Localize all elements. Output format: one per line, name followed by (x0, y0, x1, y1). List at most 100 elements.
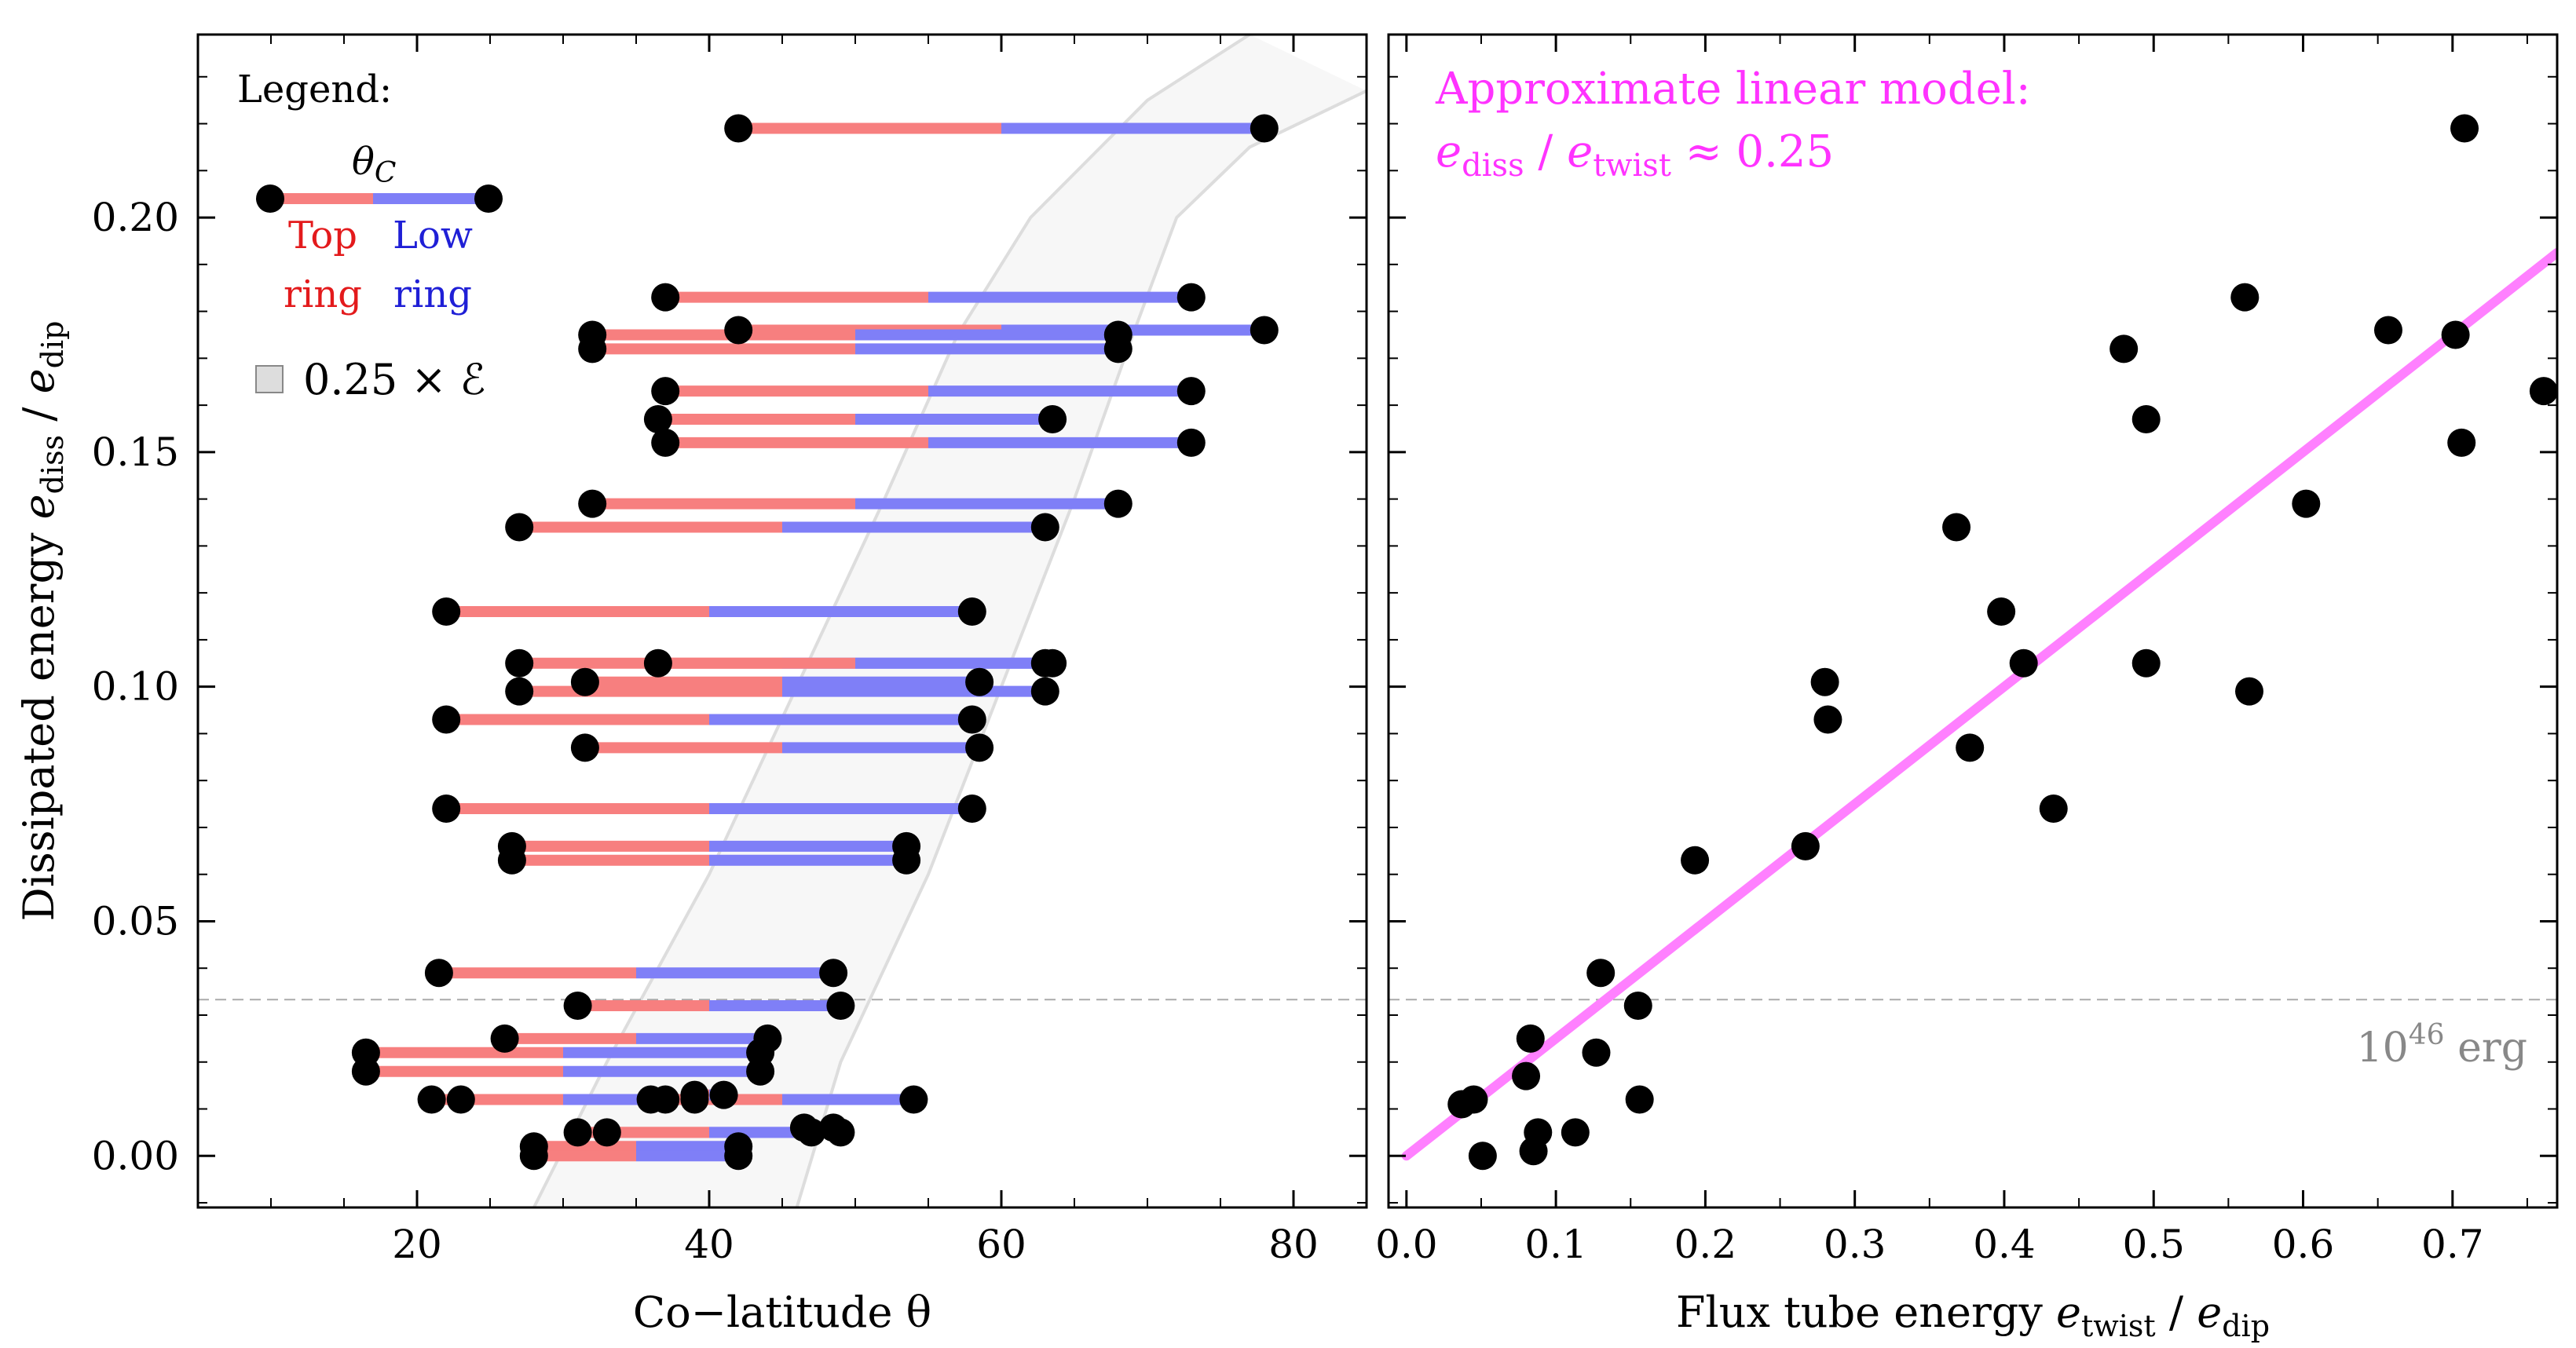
range-start-dot-13 (570, 667, 599, 696)
range-start-dot-33 (519, 1142, 548, 1171)
range-end-dot-12 (1038, 648, 1067, 678)
linear-fit (1401, 247, 2557, 1161)
range-end-dot-13 (965, 667, 994, 696)
range-end-dot-16 (965, 733, 994, 762)
legend-band-label: 0.25 × ℰ (303, 355, 486, 404)
scatter-point-10 (1623, 992, 1652, 1021)
range-end-dot-9 (1030, 513, 1059, 542)
range-start-dot-10 (432, 597, 461, 627)
fit-line (1401, 247, 2557, 1161)
range-end-dot-15 (957, 705, 986, 734)
scatter-point-17 (1956, 733, 1985, 762)
right-x-tick-label-4: 0.4 (1973, 1222, 2036, 1267)
range-start-dot-31 (592, 1118, 621, 1147)
scatter-point-1 (1459, 1085, 1488, 1114)
left-y-axis-title: Dissipated energy ediss / edip (14, 321, 70, 922)
range-start-dot-26 (446, 1085, 475, 1114)
right-x-tick-label-6: 0.6 (2272, 1222, 2335, 1267)
range-end-dot-30 (826, 1118, 855, 1147)
range-start-dot-5 (651, 377, 680, 406)
scatter-point-18 (1987, 597, 2016, 627)
range-end-dot-4 (1103, 334, 1132, 363)
range-start-dot-0 (724, 114, 753, 143)
left-y-tick-label-3: 0.15 (92, 429, 179, 475)
range-end-dot-27 (899, 1085, 928, 1114)
legend-top-ring-label-1: Top (288, 214, 357, 258)
scatter-point-13 (1791, 831, 1820, 860)
range-start-dot-4 (578, 334, 607, 363)
right-axis-ticks: 0.0 0.1 0.2 0.3 0.4 0.5 0.6 0.7 (1375, 35, 2557, 1267)
range-start-dot-25 (417, 1085, 446, 1114)
legend-end-dot (474, 184, 503, 213)
right-panel: 0.0 0.1 0.2 0.3 0.4 0.5 0.6 0.7 Flux tube energ… (1375, 33, 2559, 1343)
scatter-point-9 (1586, 959, 1615, 988)
scatter-point-3 (1512, 1061, 1541, 1090)
scatter-point-25 (2235, 677, 2264, 706)
scatter-point-6 (1524, 1118, 1553, 1147)
range-start-dot-16 (570, 733, 599, 762)
range-start-dot-6 (643, 405, 672, 434)
fraction-band (532, 35, 1367, 1207)
range-end-dot-17 (957, 795, 986, 824)
left-y-tick-label-4: 0.20 (92, 195, 179, 240)
range-end-dot-7 (1176, 428, 1206, 457)
left-panel: 20 40 60 80 0.00 0.05 0.10 0.15 0.20 Dissipated … (14, 33, 1368, 1337)
range-end-dot-6 (1038, 405, 1067, 434)
left-x-tick-label-2: 60 (976, 1222, 1026, 1267)
right-x-tick-label-7: 0.7 (2421, 1222, 2484, 1267)
range-end-dot-20 (819, 959, 848, 988)
range-end-dot-31 (797, 1118, 826, 1147)
range-start-dot-19 (497, 846, 526, 875)
scatter-point-4 (1516, 1024, 1545, 1053)
legend-top-ring-label-2: ring (284, 272, 362, 316)
scatter-point-2 (1468, 1142, 1497, 1171)
right-plot-frame (1387, 33, 2559, 1209)
range-start-dot-8 (578, 489, 607, 518)
range-start-dot-12 (643, 648, 672, 678)
scatter-point-11 (1625, 1085, 1654, 1114)
model-annotation-line1: Approximate linear model: (1435, 64, 2031, 115)
left-x-tick-label-0: 20 (392, 1222, 442, 1267)
legend-title: Legend: (237, 68, 392, 111)
range-end-dot-19 (892, 846, 921, 875)
scatter-point-29 (2447, 428, 2476, 457)
range-start-dot-22 (490, 1024, 519, 1053)
range-end-dot-1 (1176, 283, 1206, 312)
range-start-dot-20 (424, 959, 453, 988)
range-end-dot-28 (709, 1080, 738, 1109)
scatter-point-28 (2441, 320, 2470, 349)
scatter-point-19 (2009, 648, 2038, 678)
scatter-point-30 (2450, 114, 2479, 143)
range-start-dot-9 (505, 513, 534, 542)
scatter-point-20 (2039, 795, 2068, 824)
scatter-point-27 (2373, 316, 2402, 345)
range-end-dot-0 (1250, 114, 1279, 143)
left-axis-ticks: 20 40 60 80 0.00 0.05 0.10 0.15 0.20 (92, 35, 1367, 1267)
scatter-point-12 (1681, 846, 1710, 875)
right-x-tick-label-5: 0.5 (2122, 1222, 2185, 1267)
range-start-dot-24 (351, 1057, 380, 1086)
left-x-tick-label-1: 40 (684, 1222, 734, 1267)
right-x-axis-title: Flux tube energy etwist / edip (1676, 1288, 2270, 1343)
range-start-dot-17 (432, 795, 461, 824)
right-x-tick-label-2: 0.2 (1674, 1222, 1737, 1267)
scatter-points (1447, 114, 2557, 1171)
left-y-tick-label-2: 0.10 (92, 664, 179, 710)
range-end-dot-10 (957, 597, 986, 627)
range-end-dot-24 (746, 1057, 775, 1086)
scatter-point-24 (2230, 283, 2259, 312)
range-start-dot-7 (651, 428, 680, 457)
left-x-axis-title: Co−latitude θ (633, 1288, 931, 1337)
range-end-dot-8 (1103, 489, 1132, 518)
range-end-dot-5 (1176, 377, 1206, 406)
range-bars (351, 114, 1279, 1171)
range-start-dot-11 (505, 648, 534, 678)
range-start-dot-30 (563, 1118, 592, 1147)
range-end-dot-33 (724, 1142, 753, 1171)
left-y-tick-label-0: 0.00 (92, 1133, 179, 1178)
range-end-dot-2 (1250, 316, 1279, 345)
reference-energy-label: 1046 erg (2357, 1019, 2527, 1072)
range-end-dot-14 (1030, 677, 1059, 706)
range-end-dot-21 (826, 992, 855, 1021)
